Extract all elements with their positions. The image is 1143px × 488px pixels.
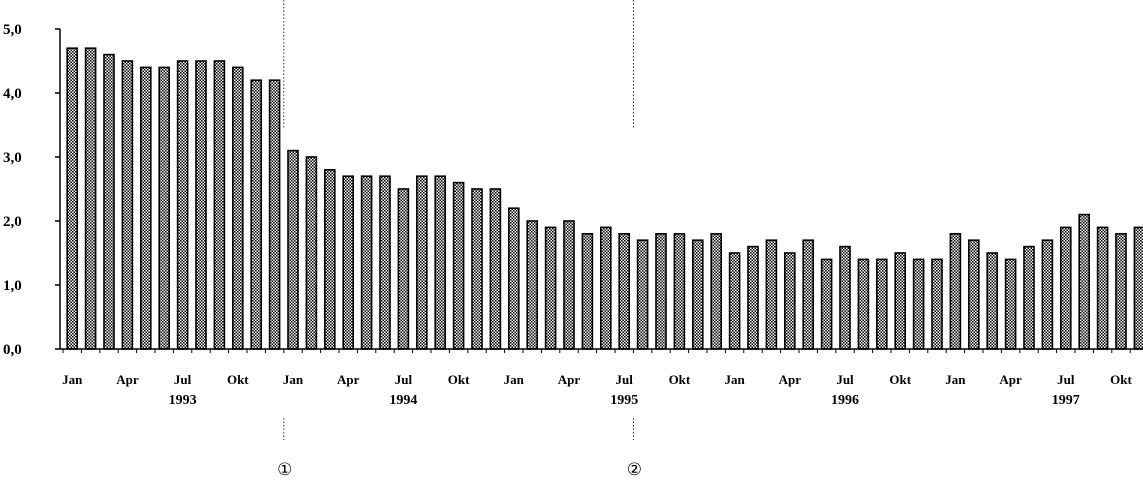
x-tick-label: Okt bbox=[227, 372, 249, 387]
bar bbox=[526, 220, 539, 350]
bar bbox=[967, 239, 980, 350]
bar bbox=[471, 188, 483, 350]
bar bbox=[195, 60, 207, 350]
x-tick-label: Apr bbox=[337, 372, 360, 387]
bar bbox=[673, 233, 686, 350]
bar bbox=[857, 258, 870, 350]
bar bbox=[103, 53, 115, 350]
bar bbox=[84, 47, 97, 350]
year-label: 1997 bbox=[1052, 393, 1080, 408]
bar bbox=[1133, 226, 1143, 350]
x-tick-label: Okt bbox=[1110, 372, 1132, 387]
x-tick-label: Jul bbox=[836, 372, 854, 387]
bar bbox=[489, 188, 502, 350]
x-tick-label: Okt bbox=[889, 372, 911, 387]
year-label: 1995 bbox=[610, 393, 638, 408]
reference-lines bbox=[283, 0, 634, 440]
bar bbox=[802, 239, 815, 350]
bar bbox=[1060, 226, 1072, 350]
axis-labels: ① ② 0,0 1,0 2,0 3,0 4,0 5,0 Jan Apr Jul Okt Jan Apr Ju… bbox=[3, 22, 1133, 479]
bar bbox=[655, 233, 667, 350]
bar bbox=[728, 252, 741, 350]
y-tick-label: 1,0 bbox=[3, 278, 22, 294]
x-tick-label: Jan bbox=[283, 372, 304, 387]
bar bbox=[121, 60, 134, 350]
x-tick-label: Jan bbox=[724, 372, 745, 387]
y-tick-label: 3,0 bbox=[3, 150, 22, 166]
x-tick-label: Jan bbox=[504, 372, 525, 387]
bar bbox=[544, 226, 557, 350]
bar bbox=[783, 252, 796, 350]
bar bbox=[158, 66, 170, 350]
year-label: 1993 bbox=[169, 393, 197, 408]
axes bbox=[55, 28, 1143, 353]
x-tick-label: Jul bbox=[174, 372, 192, 387]
bar bbox=[747, 245, 759, 350]
bar bbox=[563, 220, 575, 350]
marker-label: ② bbox=[627, 460, 642, 479]
bar bbox=[1115, 233, 1127, 350]
bar bbox=[839, 245, 851, 350]
bar bbox=[875, 258, 888, 350]
x-tick-label: Jul bbox=[616, 372, 634, 387]
bar bbox=[360, 175, 373, 350]
bar bbox=[176, 60, 189, 350]
bar bbox=[323, 169, 336, 350]
bar bbox=[691, 239, 704, 350]
bar bbox=[1004, 258, 1017, 350]
bar bbox=[986, 252, 999, 350]
bar bbox=[452, 181, 465, 350]
bar bbox=[912, 258, 925, 350]
x-tick-label: Apr bbox=[558, 372, 581, 387]
bar bbox=[415, 175, 428, 350]
x-tick-label: Jul bbox=[395, 372, 413, 387]
x-tick-label: Okt bbox=[448, 372, 470, 387]
x-tick-label: Apr bbox=[116, 372, 139, 387]
bars bbox=[66, 47, 1143, 350]
y-tick-label: 2,0 bbox=[3, 214, 22, 230]
bar bbox=[66, 47, 78, 350]
x-tick-label: Okt bbox=[669, 372, 691, 387]
bar bbox=[820, 258, 833, 350]
bar bbox=[140, 66, 152, 350]
bar bbox=[305, 156, 318, 350]
bar bbox=[1078, 213, 1090, 350]
bar bbox=[287, 149, 299, 350]
y-tick-label: 0,0 bbox=[3, 342, 22, 358]
bar bbox=[765, 239, 778, 350]
bar bbox=[949, 233, 962, 350]
bar bbox=[1041, 239, 1054, 350]
x-tick-label: Jan bbox=[62, 372, 83, 387]
bar bbox=[342, 175, 355, 350]
bar bbox=[397, 188, 410, 350]
bar bbox=[618, 233, 631, 350]
bar bbox=[250, 79, 262, 350]
y-tick-label: 4,0 bbox=[3, 86, 22, 102]
x-tick-label: Jan bbox=[945, 372, 966, 387]
bar bbox=[710, 233, 723, 350]
bar bbox=[379, 175, 391, 350]
x-tick-label: Jul bbox=[1057, 372, 1075, 387]
bar bbox=[581, 233, 594, 350]
bar bbox=[507, 207, 520, 350]
y-tick-label: 5,0 bbox=[3, 22, 22, 38]
bar bbox=[894, 252, 907, 350]
year-label: 1994 bbox=[389, 393, 417, 408]
x-tick-label: Apr bbox=[999, 372, 1022, 387]
bar bbox=[599, 226, 612, 350]
bar bbox=[268, 79, 281, 350]
bar bbox=[434, 175, 447, 350]
year-label: 1996 bbox=[831, 393, 859, 408]
bar bbox=[931, 258, 943, 350]
bar bbox=[213, 60, 226, 350]
bar bbox=[1023, 245, 1035, 350]
bar bbox=[1096, 226, 1109, 350]
bar bbox=[636, 239, 649, 350]
marker-label: ① bbox=[277, 460, 292, 479]
x-tick-label: Apr bbox=[779, 372, 802, 387]
bar bbox=[232, 66, 244, 350]
